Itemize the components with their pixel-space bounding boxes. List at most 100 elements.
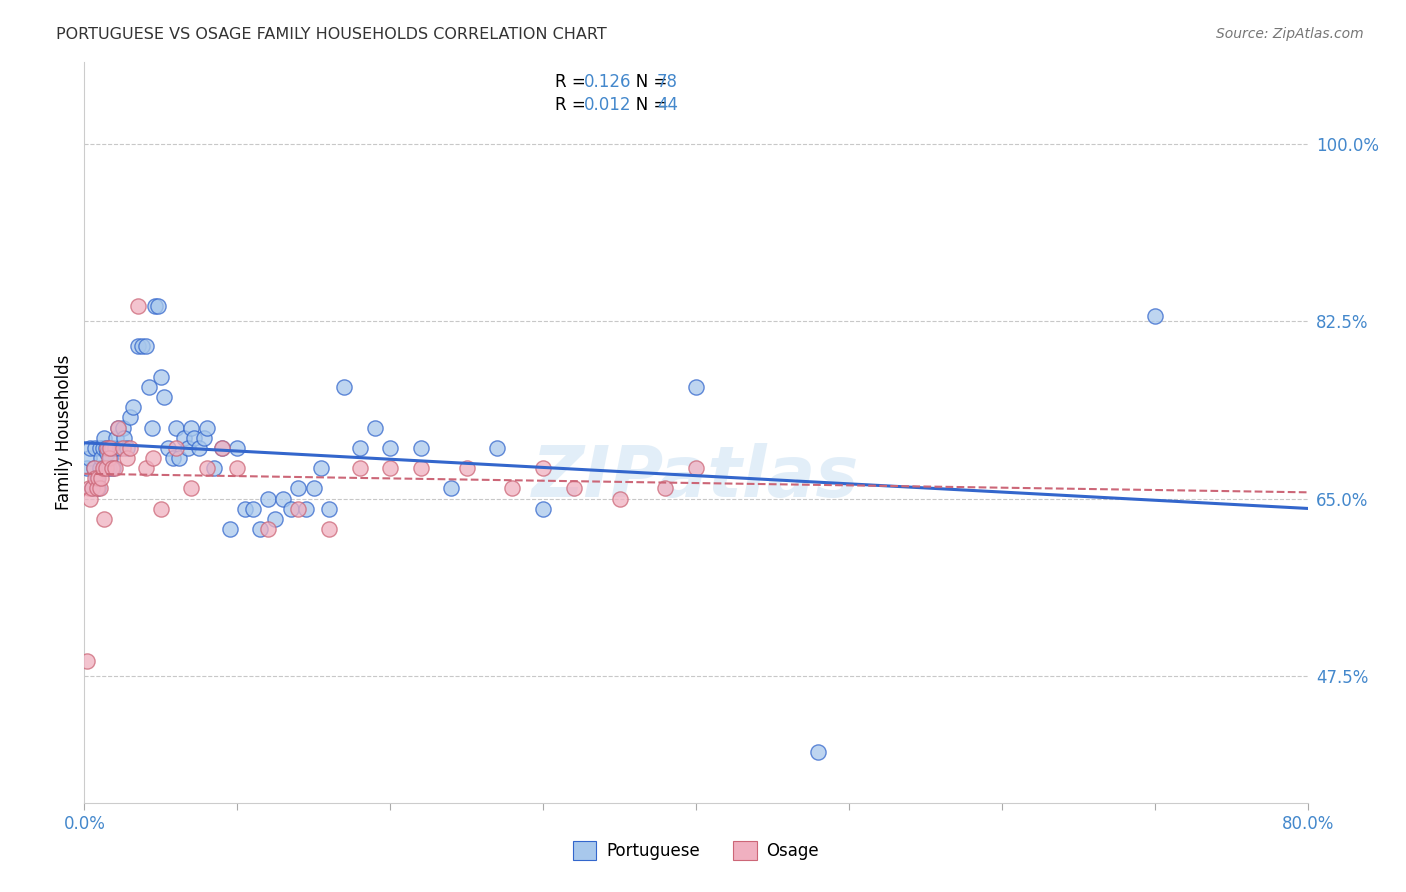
Point xyxy=(271,491,294,506)
Point xyxy=(91,461,114,475)
Point xyxy=(202,461,225,475)
Point xyxy=(80,482,103,496)
Point xyxy=(96,441,118,455)
Point xyxy=(349,441,371,455)
Point xyxy=(131,339,153,353)
Point xyxy=(562,482,585,496)
Point xyxy=(103,461,125,475)
Point xyxy=(180,420,202,434)
Point xyxy=(226,441,249,455)
Point xyxy=(149,501,172,516)
Point xyxy=(127,339,149,353)
Text: N =: N = xyxy=(620,95,672,113)
Point xyxy=(233,501,256,516)
Point xyxy=(115,450,138,465)
Point xyxy=(104,461,127,475)
Point xyxy=(98,450,121,465)
Point xyxy=(165,420,187,434)
Point xyxy=(195,420,218,434)
Point xyxy=(188,441,211,455)
Point xyxy=(94,461,117,475)
Point xyxy=(807,745,830,759)
Point xyxy=(83,461,105,475)
Point xyxy=(79,441,101,455)
Point xyxy=(167,450,190,465)
Text: 0.012: 0.012 xyxy=(583,95,631,113)
Point xyxy=(142,450,165,465)
Point xyxy=(409,461,432,475)
Point xyxy=(531,501,554,516)
Point xyxy=(89,482,111,496)
Point xyxy=(86,482,108,496)
Point xyxy=(97,450,120,465)
Point xyxy=(264,512,287,526)
Point xyxy=(94,441,117,455)
Point xyxy=(146,299,169,313)
Point xyxy=(98,441,121,455)
Point xyxy=(157,441,180,455)
Point xyxy=(87,471,110,485)
Point xyxy=(101,441,124,455)
Point xyxy=(1143,309,1166,323)
Point xyxy=(364,420,387,434)
Y-axis label: Family Households: Family Households xyxy=(55,355,73,510)
Point xyxy=(143,299,166,313)
Point xyxy=(77,482,100,496)
Legend: Portuguese, Osage: Portuguese, Osage xyxy=(564,832,828,869)
Text: 44: 44 xyxy=(657,95,678,113)
Point xyxy=(84,471,107,485)
Point xyxy=(226,461,249,475)
Point xyxy=(104,441,127,455)
Point xyxy=(93,461,115,475)
Point xyxy=(409,441,432,455)
Point xyxy=(249,522,271,536)
Text: ZIPatlas: ZIPatlas xyxy=(533,442,859,511)
Point xyxy=(93,431,115,445)
Point xyxy=(115,441,138,455)
Point xyxy=(153,390,176,404)
Point xyxy=(135,339,157,353)
Point xyxy=(193,431,215,445)
Point xyxy=(107,420,129,434)
Point xyxy=(456,461,478,475)
Point xyxy=(96,446,118,460)
Point xyxy=(141,420,163,434)
Text: PORTUGUESE VS OSAGE FAMILY HOUSEHOLDS CORRELATION CHART: PORTUGUESE VS OSAGE FAMILY HOUSEHOLDS CO… xyxy=(56,27,607,42)
Point xyxy=(101,461,124,475)
Point xyxy=(311,461,333,475)
Point xyxy=(180,482,202,496)
Text: R =: R = xyxy=(555,95,592,113)
Point xyxy=(76,654,98,668)
Point xyxy=(440,482,463,496)
Point xyxy=(111,420,134,434)
Point xyxy=(685,380,707,394)
Point xyxy=(135,461,157,475)
Point xyxy=(280,501,302,516)
Point xyxy=(122,401,145,415)
Point xyxy=(685,461,707,475)
Point xyxy=(295,501,318,516)
Point xyxy=(149,369,172,384)
Point xyxy=(380,461,402,475)
Point xyxy=(257,522,280,536)
Point xyxy=(211,441,233,455)
Point xyxy=(287,482,309,496)
Point xyxy=(79,491,101,506)
Point xyxy=(218,522,240,536)
Point xyxy=(90,471,112,485)
Point xyxy=(89,461,111,475)
Point xyxy=(654,482,676,496)
Point xyxy=(162,450,184,465)
Text: 0.126: 0.126 xyxy=(583,72,631,91)
Point xyxy=(93,512,115,526)
Point xyxy=(380,441,402,455)
Point xyxy=(302,482,325,496)
Point xyxy=(211,441,233,455)
Point xyxy=(97,461,120,475)
Point xyxy=(502,482,524,496)
Point xyxy=(333,380,356,394)
Text: R =: R = xyxy=(555,72,592,91)
Point xyxy=(165,441,187,455)
Point xyxy=(90,450,112,465)
Point xyxy=(84,441,107,455)
